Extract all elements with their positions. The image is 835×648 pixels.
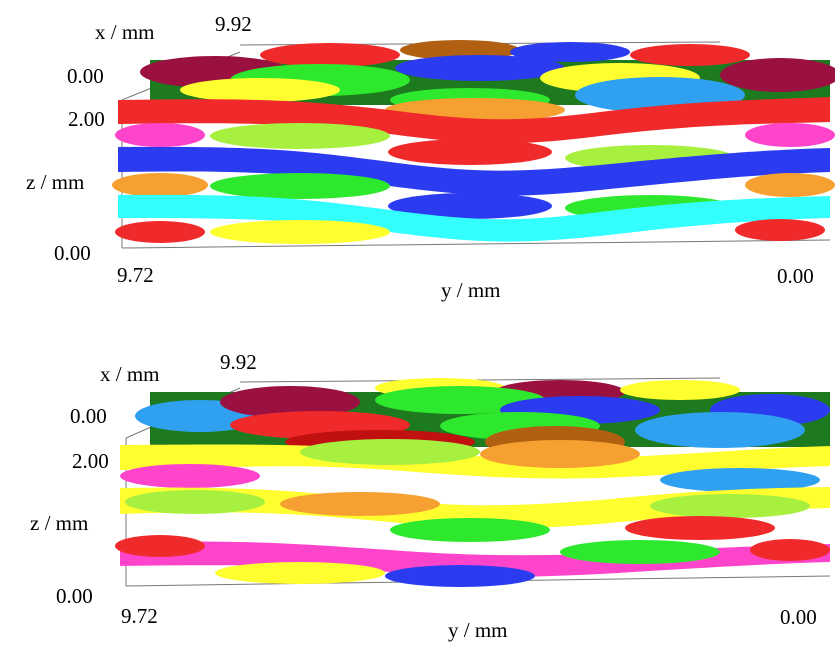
x-axis-max-value: 9.92 [215,12,252,36]
z-axis-max-value: 2.00 [72,449,109,473]
y-axis-label: y / mm [448,618,508,642]
fabric-front-layers [115,439,830,587]
z-axis-label: z / mm [26,170,85,194]
fabric-top-surface [135,378,830,458]
y-axis-left-value: 9.72 [121,604,158,628]
z-axis-min-value: 0.00 [54,241,91,265]
z-axis-max-value: 2.00 [68,107,105,131]
fabric-front-layers [112,97,835,244]
y-axis-right-value: 0.00 [780,605,817,629]
z-axis-min-value: 0.00 [56,584,93,608]
x-axis-label: x / mm [95,20,155,44]
y-axis-label: y / mm [441,278,501,302]
x-axis-min-value: 0.00 [67,64,104,88]
fabric-panel-bottom: x / mm 9.92 0.00 2.00 z / mm 0.00 9.72 y… [0,330,835,648]
y-axis-left-value: 9.72 [117,263,154,287]
z-axis-label: z / mm [30,511,89,535]
fabric-panel-top: x / mm 9.92 0.00 2.00 z / mm 0.00 9.72 y… [0,0,835,320]
fabric-top-surface [140,40,835,122]
x-axis-min-value: 0.00 [70,404,107,428]
woven-fabric-3d-render-bottom [115,377,831,587]
woven-fabric-3d-render-top [112,40,835,249]
x-axis-max-value: 9.92 [220,350,257,374]
y-axis-right-value: 0.00 [777,264,814,288]
x-axis-label: x / mm [100,362,160,386]
